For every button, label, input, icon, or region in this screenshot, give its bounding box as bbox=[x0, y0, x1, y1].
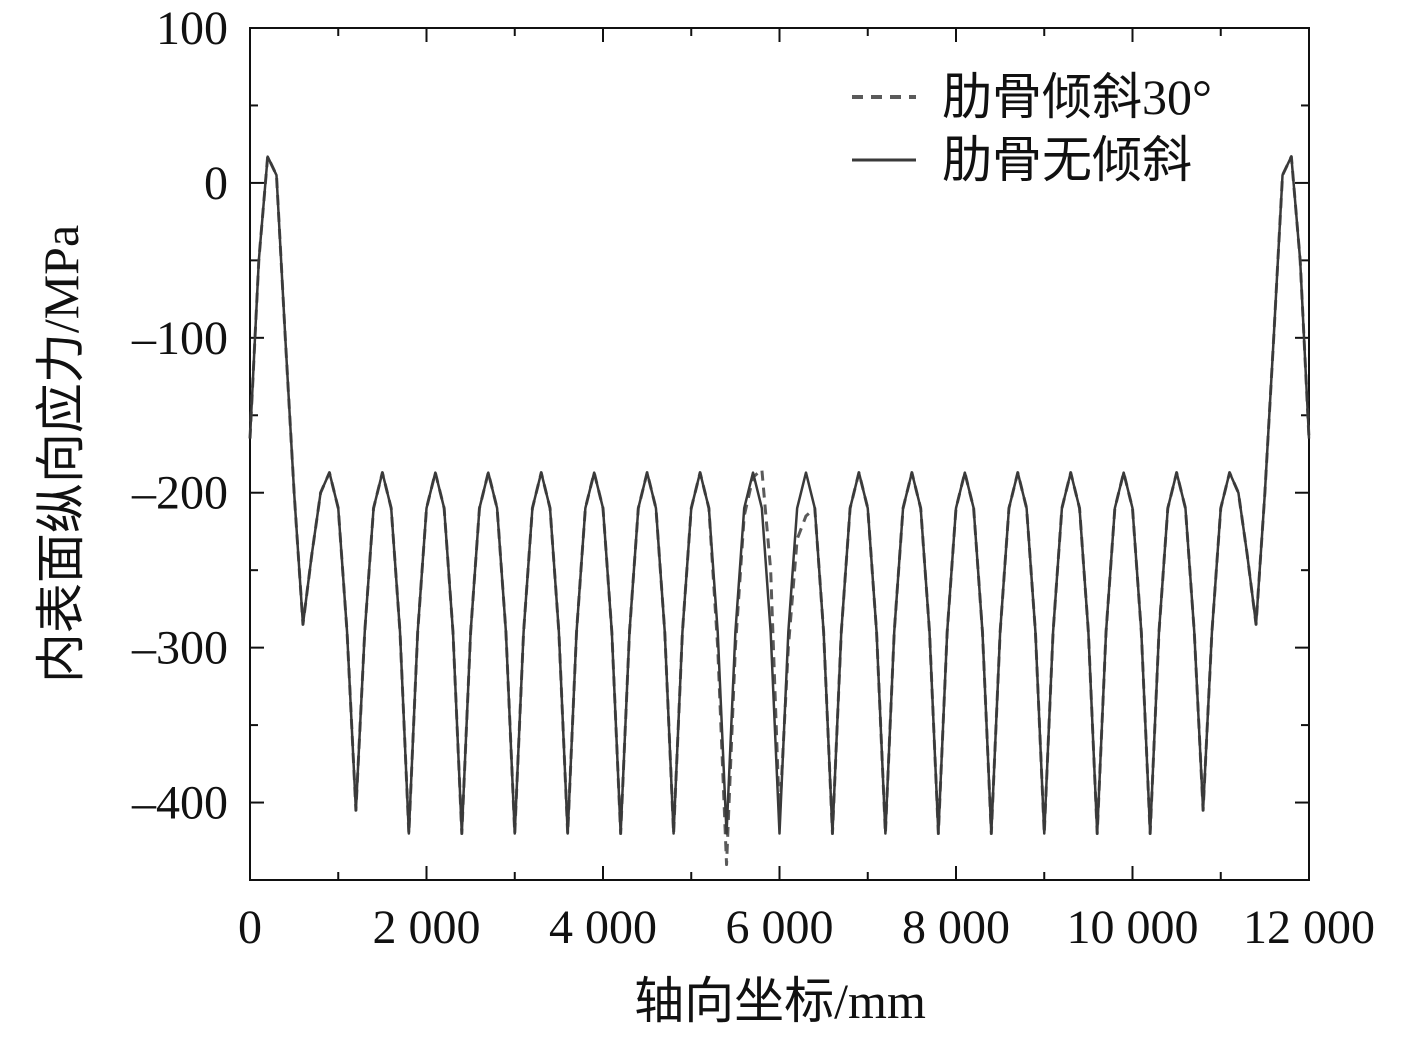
x-tick-label: 10 000 bbox=[1067, 901, 1199, 954]
y-tick-label: 0 bbox=[204, 157, 228, 210]
x-tick-label: 2 000 bbox=[373, 901, 481, 954]
y-tick-label: –300 bbox=[131, 622, 228, 675]
x-tick-label: 6 000 bbox=[726, 901, 834, 954]
legend-label: 肋骨倾斜30° bbox=[942, 69, 1212, 125]
plot-frame bbox=[249, 27, 1310, 881]
y-tick-label: –100 bbox=[131, 312, 228, 365]
series-line bbox=[248, 155, 1311, 867]
x-axis-label: 轴向坐标/mm bbox=[634, 973, 926, 1029]
x-tick-label: 12 000 bbox=[1243, 901, 1375, 954]
y-tick-label: 100 bbox=[156, 2, 228, 55]
series-line bbox=[248, 155, 1311, 835]
x-tick-label: 0 bbox=[238, 901, 262, 954]
x-tick-label: 8 000 bbox=[902, 901, 1010, 954]
y-axis-label: 内表面纵向应力/MPa bbox=[33, 225, 89, 683]
y-tick-label: –200 bbox=[131, 467, 228, 520]
legend-label: 肋骨无倾斜 bbox=[942, 132, 1192, 188]
x-tick-label: 4 000 bbox=[549, 901, 657, 954]
y-tick-label: –400 bbox=[131, 777, 228, 830]
